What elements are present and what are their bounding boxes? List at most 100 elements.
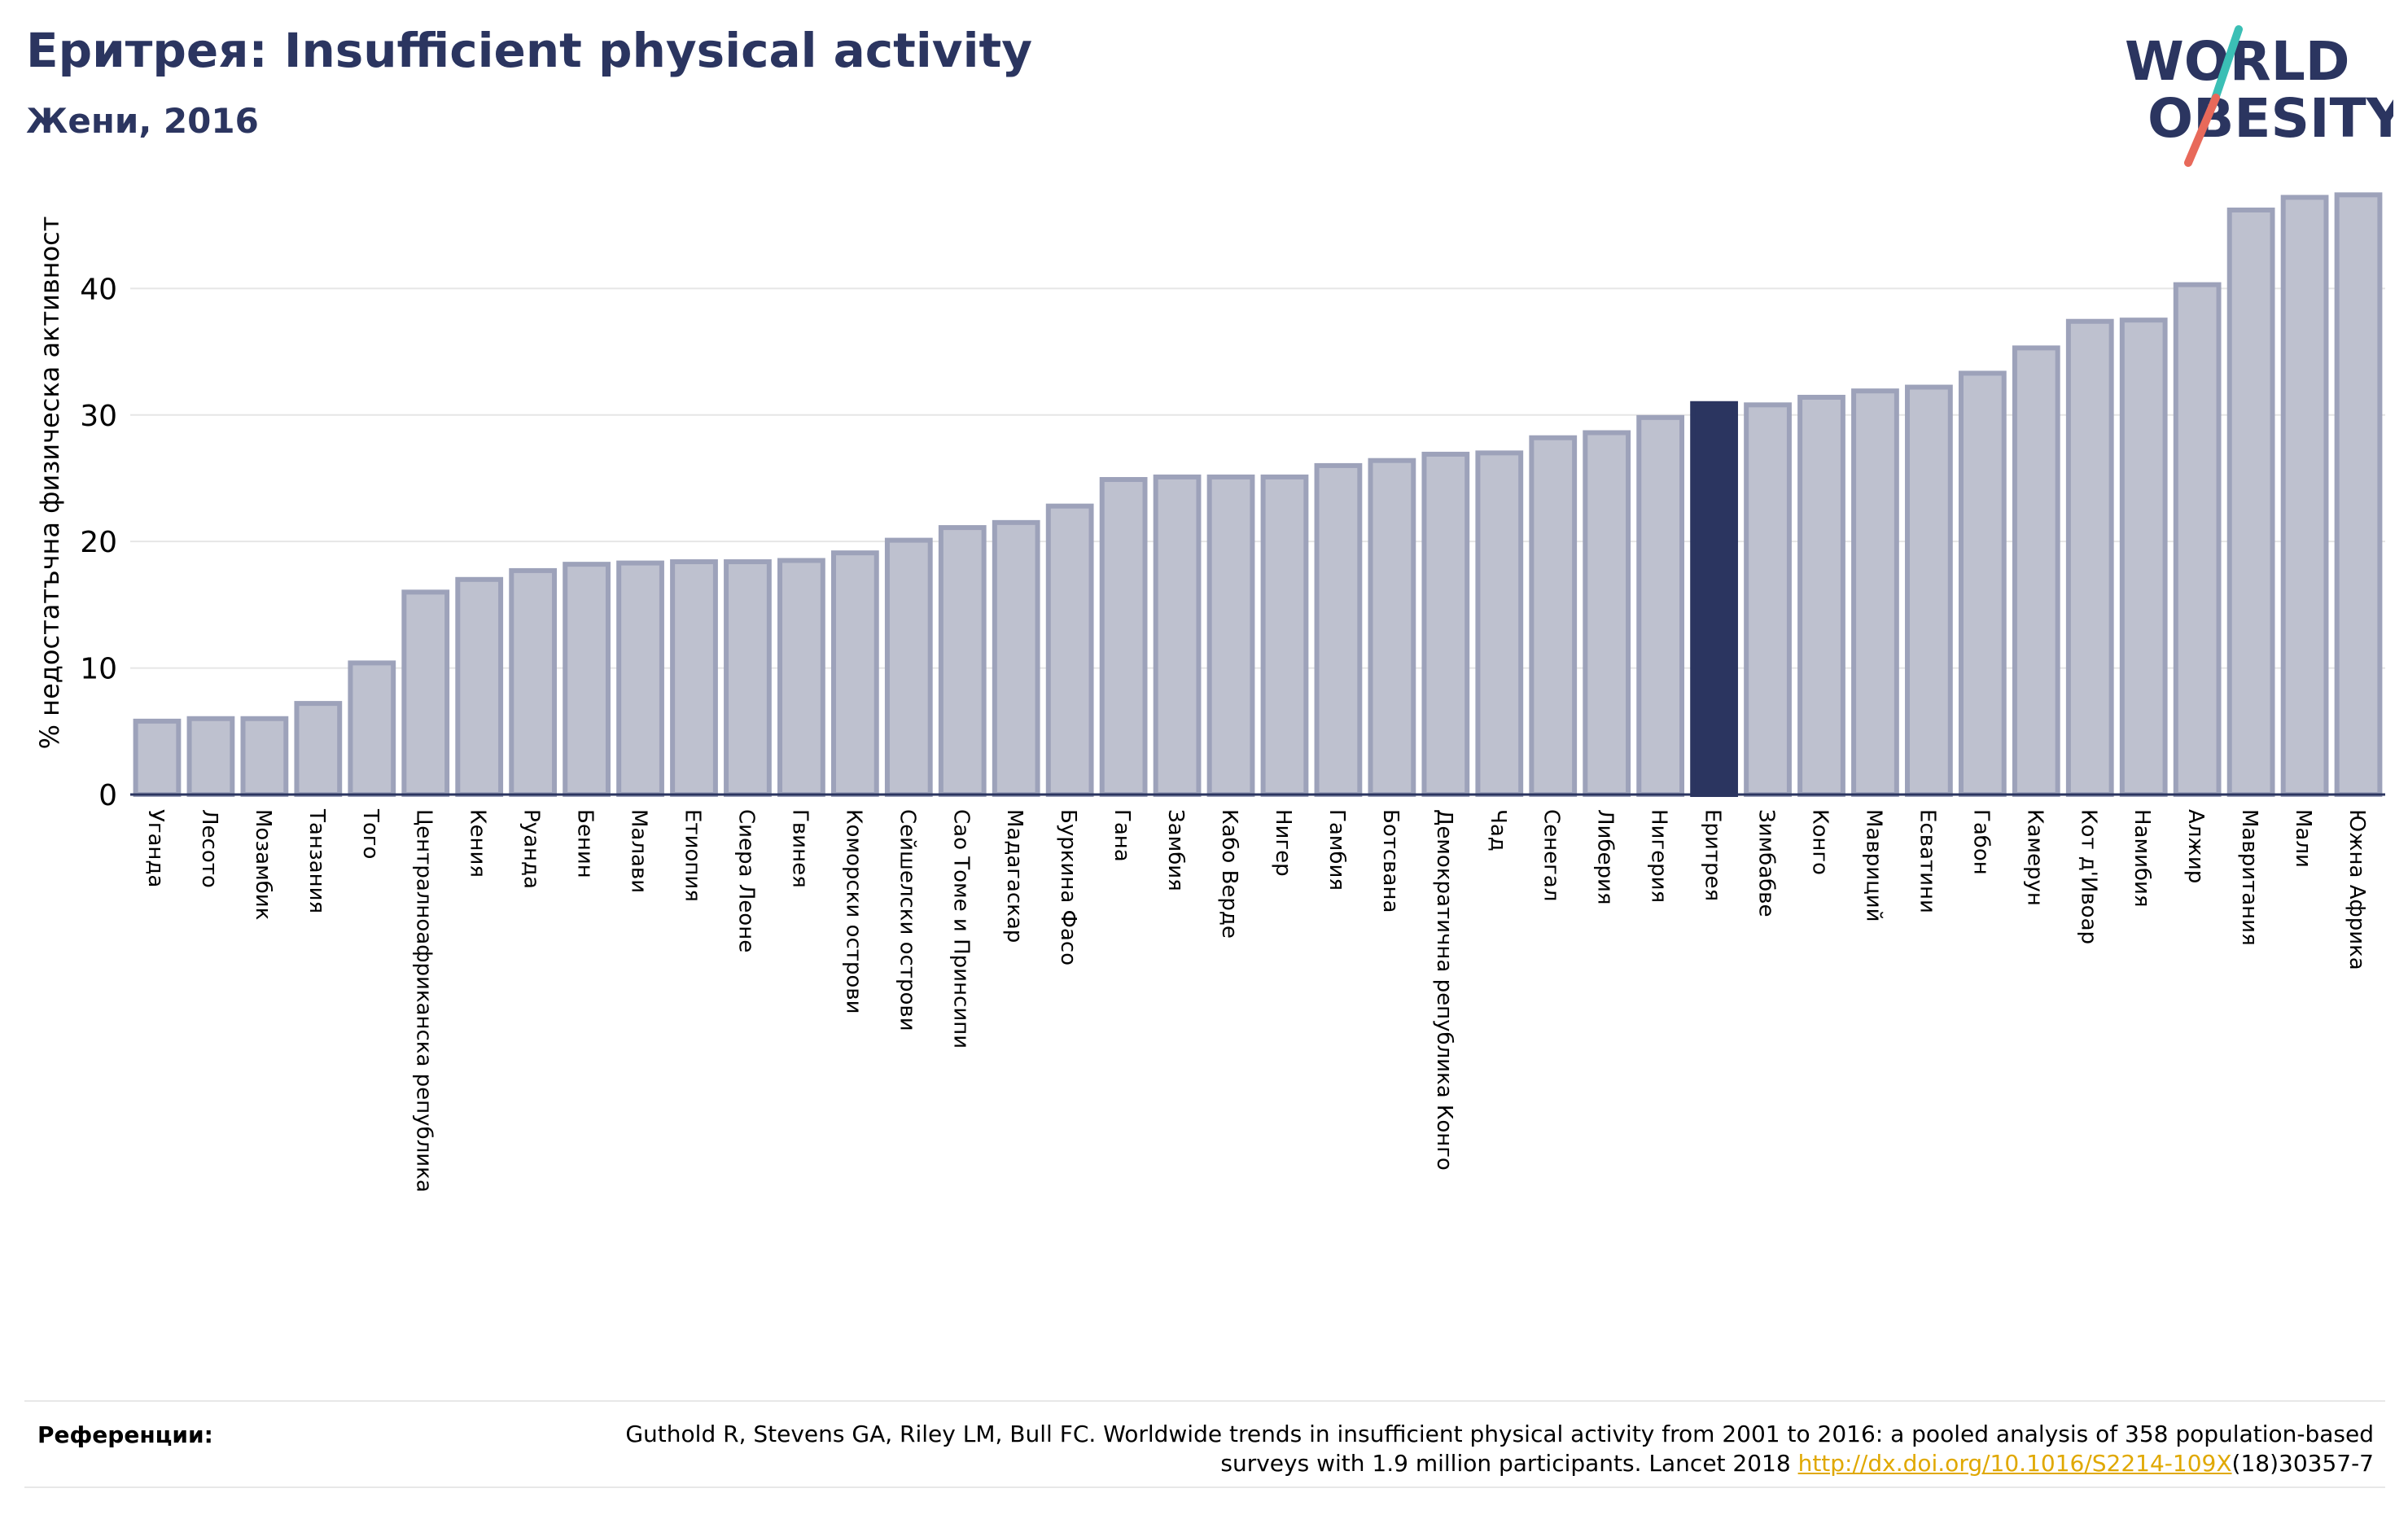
x-tick-label-8: Бенин	[573, 809, 598, 878]
x-tick-label-32: Мавриций	[1861, 809, 1885, 922]
bar-6	[455, 576, 504, 798]
bar-8	[563, 562, 611, 797]
x-tick-label-16: Мадагаскар	[1002, 809, 1027, 943]
x-tick-label-17: Буркина Фасо	[1056, 809, 1080, 965]
bar-4	[348, 660, 396, 797]
bar-9	[616, 560, 664, 798]
x-tick-label-18: Гана	[1110, 809, 1134, 862]
x-tick-label-40: Мали	[2291, 809, 2315, 868]
x-tick-label-31: Конго	[1808, 809, 1832, 875]
bar-25	[1475, 450, 1524, 797]
bar-15	[938, 525, 987, 798]
x-tick-label-33: Есватини	[1915, 809, 1939, 913]
bar-19	[1153, 474, 1202, 797]
bar-3	[294, 701, 343, 797]
bar-16	[992, 519, 1040, 798]
bar-7	[509, 567, 558, 797]
bar-31	[1797, 394, 1845, 797]
x-tick-label-6: Кения	[466, 809, 490, 878]
bar-10	[670, 559, 718, 797]
bar-13	[830, 550, 879, 797]
bar-20	[1206, 474, 1255, 797]
bar-24	[1421, 451, 1470, 797]
x-tick-label-7: Руанда	[519, 809, 544, 889]
bar-40	[2280, 195, 2329, 797]
x-tick-label-12: Гвинея	[787, 809, 812, 888]
x-tick-label-30: Зимбабве	[1754, 809, 1779, 917]
references-citation: Guthold R, Stevens GA, Riley LM, Bull FC…	[625, 1421, 2374, 1477]
bar-22	[1314, 462, 1363, 798]
x-tick-label-38: Алжир	[2183, 809, 2208, 883]
y-tick-label-2: 20	[80, 526, 117, 559]
x-tick-label-21: Нигер	[1271, 809, 1295, 877]
bar-35	[2012, 345, 2060, 798]
x-tick-label-24: Демократична република Конго	[1432, 809, 1456, 1171]
references-divider-bottom	[24, 1486, 2385, 1488]
x-tick-label-29: Еритрея	[1701, 809, 1725, 901]
bar-1	[186, 716, 235, 797]
logo-slash-red-icon	[2184, 94, 2220, 167]
bar-29	[1690, 401, 1738, 797]
x-tick-label-5: Централноафриканска република	[412, 809, 436, 1193]
x-tick-label-39: Мавритания	[2237, 809, 2261, 946]
x-tick-label-27: Либерия	[1593, 809, 1618, 905]
x-tick-label-19: Замбия	[1163, 809, 1188, 891]
world-obesity-logo: WORLD OBESITY	[2125, 25, 2393, 167]
bar-38	[2173, 282, 2222, 797]
bar-18	[1099, 477, 1148, 797]
x-tick-label-34: Габон	[1968, 809, 1993, 875]
bar-28	[1636, 414, 1685, 797]
bar-37	[2119, 317, 2168, 797]
x-tick-label-1: Лесото	[197, 809, 221, 888]
x-tick-label-2: Мозамбик	[251, 809, 275, 920]
bar-2	[240, 716, 289, 797]
bar-5	[401, 589, 450, 797]
references-text: Guthold R, Stevens GA, Riley LM, Bull FC…	[583, 1420, 2374, 1478]
x-tick-label-25: Чад	[1486, 809, 1510, 852]
x-tick-label-3: Танзания	[304, 808, 329, 913]
x-tick-label-41: Южна Африка	[2345, 809, 2369, 970]
bar-26	[1529, 435, 1578, 797]
x-tick-label-36: Кот д'Ивоар	[2076, 809, 2100, 944]
bar-14	[884, 537, 933, 797]
y-tick-label-0: 0	[99, 779, 117, 812]
bar-36	[2065, 318, 2114, 798]
references-citation-suffix: (18)30357-7	[2231, 1450, 2374, 1477]
x-tick-label-0: Уганда	[143, 809, 168, 887]
bar-12	[777, 558, 825, 798]
x-tick-label-28: Нигерия	[1647, 809, 1671, 903]
bar-17	[1045, 503, 1094, 798]
x-tick-label-4: Того	[358, 808, 383, 859]
bar-33	[1905, 384, 1953, 797]
bar-41	[2334, 192, 2383, 797]
x-tick-label-23: Ботсвана	[1378, 809, 1403, 913]
chart-subtitle: Жени, 2016	[26, 101, 259, 141]
x-tick-label-22: Гамбия	[1324, 809, 1349, 891]
bar-21	[1260, 474, 1309, 797]
bar-30	[1744, 402, 1792, 797]
logo-line2: OBESITY	[2147, 87, 2393, 150]
references-label: Референции:	[37, 1421, 213, 1448]
bar-11	[724, 559, 772, 797]
x-tick-label-14: Сейшелски острови	[895, 809, 919, 1031]
bar-0	[133, 718, 182, 798]
x-tick-label-20: Кабо Верде	[1217, 809, 1241, 939]
x-tick-label-26: Сенегал	[1539, 809, 1564, 901]
x-tick-label-9: Малави	[627, 809, 651, 893]
bar-34	[1958, 370, 2007, 797]
references-divider-top	[24, 1400, 2385, 1402]
chart-title: Еритрея: Insufficient physical activity	[26, 23, 1033, 78]
logo-slash-teal-icon	[2209, 25, 2243, 110]
x-tick-label-37: Намибия	[2130, 809, 2154, 908]
x-tick-label-11: Сиера Леоне	[733, 809, 758, 952]
x-tick-label-10: Етиопия	[681, 809, 705, 902]
references-doi-link[interactable]: http://dx.doi.org/10.1016/S2214-109X	[1797, 1450, 2232, 1477]
y-tick-label-4: 40	[80, 273, 117, 306]
y-tick-label-1: 10	[80, 653, 117, 686]
x-tick-label-13: Коморски острови	[841, 809, 865, 1014]
bar-27	[1583, 430, 1631, 798]
bar-32	[1851, 388, 1899, 797]
bar-23	[1368, 458, 1416, 797]
bar-chart: 0 10 20 30 40 % недостатъчна физическа активн…	[34, 192, 2385, 1193]
y-tick-label-3: 30	[80, 400, 117, 433]
